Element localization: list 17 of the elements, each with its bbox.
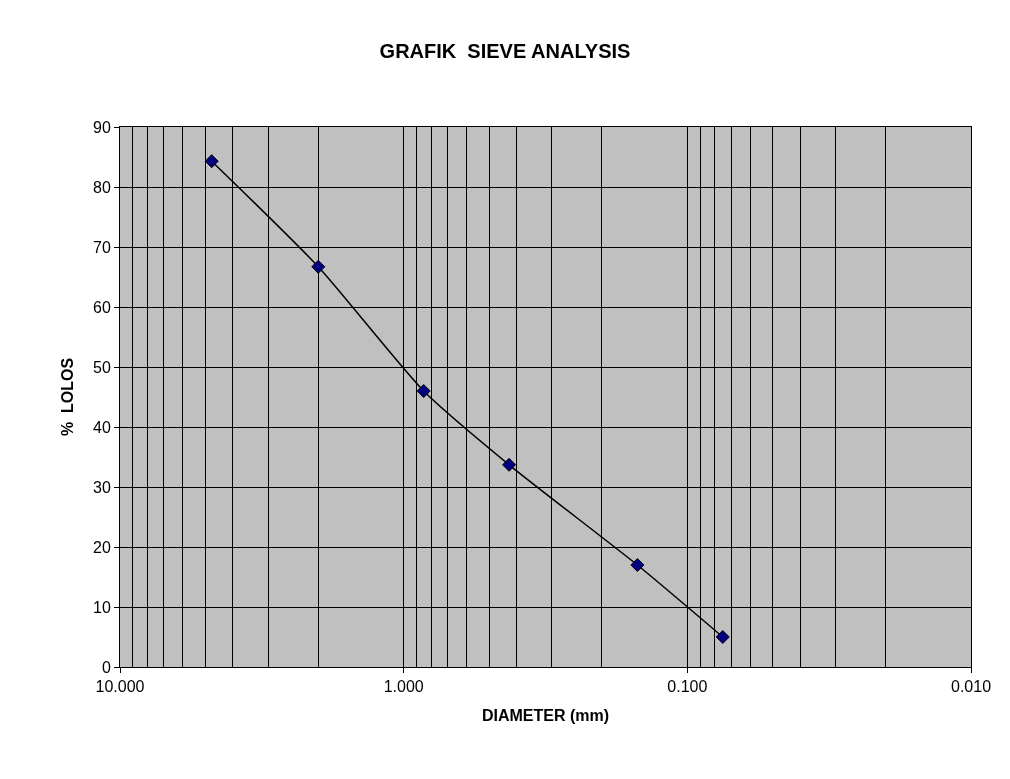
y-tick-label: 80	[93, 178, 111, 196]
x-tick-label: 0.100	[667, 678, 708, 696]
y-tick-label: 70	[93, 238, 111, 256]
y-tick-label: 40	[93, 418, 111, 436]
y-tick-label: 30	[93, 478, 111, 496]
chart-title: GRAFIK SIEVE ANALYSIS	[379, 39, 631, 62]
y-tick-label: 60	[93, 298, 111, 316]
y-axis-title: % LOLOS	[58, 357, 76, 437]
x-tick-label: 10.000	[95, 678, 145, 696]
y-tick-label: 90	[93, 118, 111, 136]
y-tick-label: 20	[93, 538, 111, 556]
x-tick-label: 0.010	[950, 678, 992, 696]
y-tick-label: 0	[101, 658, 111, 676]
y-tick-label: 10	[93, 598, 111, 616]
x-tick-label: 1.000	[383, 678, 424, 696]
x-axis-title: DIAMETER (mm)	[481, 706, 610, 724]
y-tick-label: 50	[93, 358, 111, 376]
